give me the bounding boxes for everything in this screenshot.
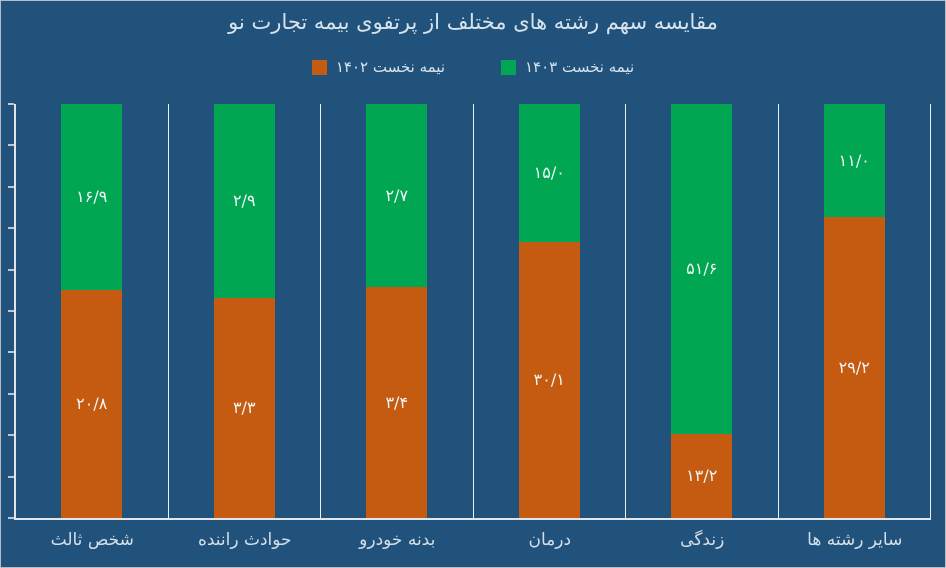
bar-segment-1402: ۳/۴ [366, 287, 428, 518]
category-slot: ۱۶/۹ ۲۰/۸ [16, 104, 169, 518]
y-axis-tick [8, 475, 14, 478]
legend-swatch-icon [501, 59, 516, 75]
bar-segment-1403: ۵۱/۶ [671, 104, 733, 434]
x-axis-line [14, 518, 931, 520]
y-axis-tick [8, 351, 14, 354]
category-slot: ۲/۹ ۳/۳ [169, 104, 321, 518]
legend-item: نیمه نخست ۱۴۰۲ [311, 58, 445, 76]
bar-value-label: ۱۱/۰ [838, 151, 870, 171]
category-slot: ۱۵/۰ ۳۰/۱ [474, 104, 626, 518]
stacked-bar: ۵۱/۶ ۱۳/۲ [671, 104, 733, 518]
stacked-bar: ۱۶/۹ ۲۰/۸ [61, 104, 123, 518]
category-label: سایر رشته ها [807, 530, 903, 550]
chart-legend: نیمه نخست ۱۴۰۲ نیمه نخست ۱۴۰۳ [1, 58, 945, 76]
bar-value-label: ۱۵/۰ [533, 163, 565, 183]
x-axis-labels: شخص ثالث حوادث راننده بدنه خودرو درمان زندگی… [16, 530, 931, 550]
bar-segment-1402: ۳/۳ [213, 297, 275, 518]
plot-area: ۱۶/۹ ۲۰/۸ ۲/۹ ۳/۳ ۲/۷ ۳/۴ ۱۵/۰ ۳۰/۱ ۵۱/۶ ۱۳/۲ ۱۱/۰… [8, 103, 931, 520]
bar-segment-1403: ۲/۷ [366, 104, 428, 288]
bar-value-label: ۲۰/۸ [76, 394, 108, 414]
y-axis-tick [8, 434, 14, 437]
category-slot: ۲/۷ ۳/۴ [321, 104, 474, 518]
stacked-bar: ۱۱/۰ ۲۹/۲ [823, 104, 885, 518]
category-label: شخص ثالث [50, 530, 134, 550]
bar-value-label: ۱۳/۲ [686, 466, 718, 486]
bar-value-label: ۱۶/۹ [76, 187, 108, 207]
y-axis-tick [8, 103, 14, 105]
bar-value-label: ۵۱/۶ [686, 259, 718, 279]
stacked-bar: ۱۵/۰ ۳۰/۱ [518, 104, 580, 518]
legend-swatch-icon [311, 59, 327, 75]
stacked-bar: ۲/۹ ۳/۳ [213, 104, 275, 518]
category-slot: ۱۱/۰ ۲۹/۲ [779, 104, 931, 518]
bar-segment-1402: ۱۳/۲ [671, 433, 733, 518]
y-axis-line [14, 104, 16, 518]
legend-label: نیمه نخست ۱۴۰۲ [335, 58, 445, 76]
bar-value-label: ۳۰/۱ [533, 370, 565, 390]
category-label: زندگی [680, 530, 725, 550]
bar-value-label: ۳/۴ [385, 393, 409, 413]
stacked-bar: ۲/۷ ۳/۴ [366, 104, 428, 518]
y-axis-tick [8, 310, 14, 312]
legend-label: نیمه نخست ۱۴۰۳ [525, 58, 635, 76]
y-axis-tick [8, 392, 14, 395]
bar-segment-1403: ۲/۹ [213, 104, 275, 298]
bar-segment-1402: ۲۹/۲ [823, 217, 885, 518]
bar-segment-1403: ۱۱/۰ [823, 104, 885, 218]
bar-value-label: ۲۹/۲ [838, 358, 870, 378]
y-axis-tick [8, 517, 14, 519]
category-slot: ۵۱/۶ ۱۳/۲ [626, 104, 779, 518]
bar-value-label: ۲/۷ [385, 186, 409, 206]
bar-value-label: ۲/۹ [232, 191, 256, 211]
bar-value-label: ۳/۳ [232, 398, 256, 418]
category-label: درمان [528, 530, 572, 550]
category-label: بدنه خودرو [359, 530, 436, 550]
category-label: حوادث راننده [197, 530, 292, 550]
bar-segment-1403: ۱۶/۹ [61, 104, 123, 290]
bar-segment-1403: ۱۵/۰ [518, 104, 580, 242]
y-axis-tick [8, 185, 14, 188]
chart-title: مقایسه سهم رشته های مختلف از پرتفوی بیمه… [228, 10, 718, 34]
y-axis-tick [8, 227, 14, 230]
bar-segment-1402: ۲۰/۸ [61, 289, 123, 518]
y-axis-tick [8, 268, 14, 271]
legend-item: نیمه نخست ۱۴۰۳ [501, 58, 634, 76]
y-axis-tick [8, 144, 14, 147]
bars-container: ۱۶/۹ ۲۰/۸ ۲/۹ ۳/۳ ۲/۷ ۳/۴ ۱۵/۰ ۳۰/۱ ۵۱/۶ ۱۳/۲ ۱۱/۰… [16, 104, 931, 518]
bar-segment-1402: ۳۰/۱ [518, 241, 580, 518]
